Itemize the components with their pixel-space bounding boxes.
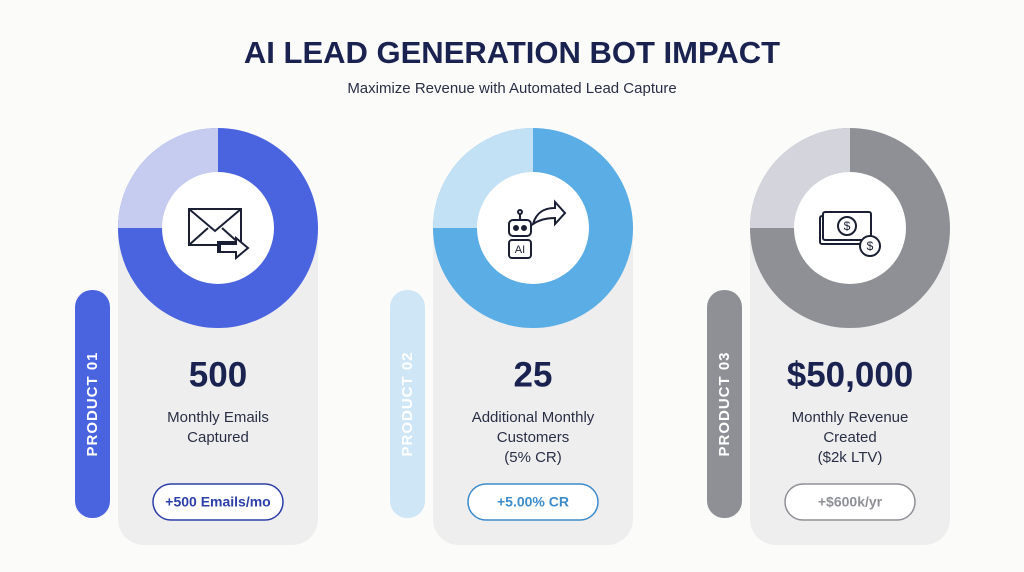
icons: AI $ $ [188,199,881,261]
badge [784,483,916,521]
badge-text: +$600k/yr [818,494,883,510]
side-pill [707,290,742,518]
metric-value: 500 [189,355,247,394]
badge [152,483,284,521]
card: PRODUCT 01 500 Monthly Emails Captured +500 … [75,128,318,545]
robot-icon: AI [508,199,567,259]
side-pill [75,290,110,518]
envelope-icon [188,208,250,261]
metric-description: Additional Monthly [472,409,595,426]
subtitle: Maximize Revenue with Automated Lead Cap… [347,80,676,97]
side-label: PRODUCT 03 [716,351,733,456]
badge-text: +500 Emails/mo [165,494,270,510]
metric-description: Monthly Revenue [792,409,909,426]
metric-value: 25 [514,355,553,394]
metric-description: ($2k LTV) [818,449,883,466]
side-label: PRODUCT 02 [399,351,416,456]
metric-description: Created [823,429,876,446]
svg-text:$: $ [867,239,874,253]
metric-description: Monthly Emails [167,409,269,426]
badge [467,483,599,521]
side-label: PRODUCT 01 [84,351,101,456]
cards: PRODUCT 01 500 Monthly Emails Captured +500 … [75,128,950,545]
metric-description: Customers [497,429,570,446]
money-icon: $ $ [819,211,881,257]
metric-description: Captured [187,429,249,446]
card: PRODUCT 02 25 Additional Monthly Customers (… [390,128,633,545]
title: AI LEAD GENERATION BOT IMPACT [244,35,780,70]
svg-text:AI: AI [515,244,525,256]
svg-text:$: $ [844,219,851,233]
donut-hole [477,172,589,284]
metric-value: $50,000 [787,355,914,394]
badge-text: +5.00% CR [497,494,569,510]
metric-description: (5% CR) [504,449,562,466]
side-pill [390,290,425,518]
